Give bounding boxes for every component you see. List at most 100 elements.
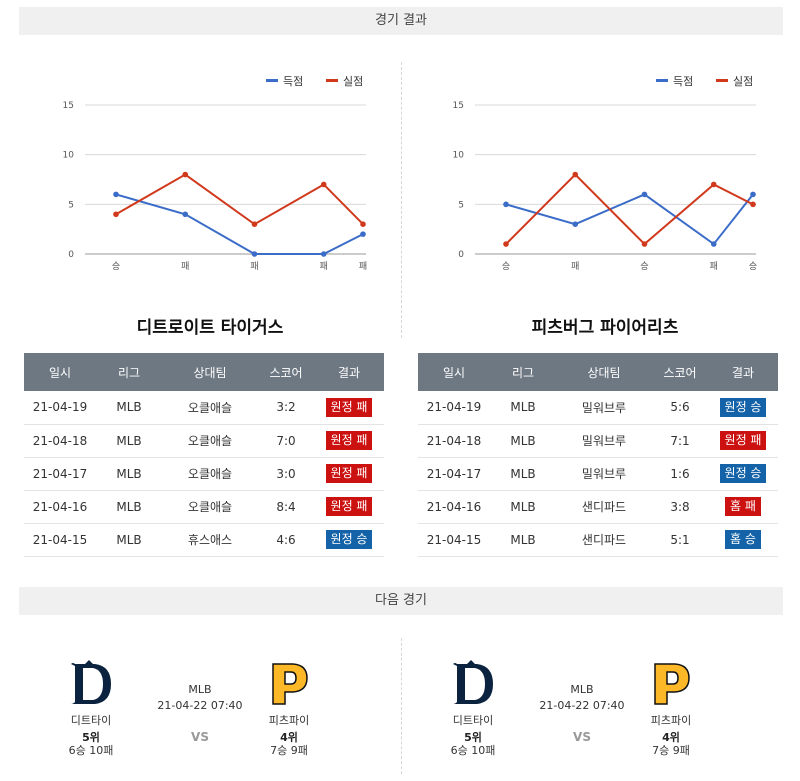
data-point bbox=[641, 191, 648, 198]
league-cell: MLB bbox=[490, 523, 556, 557]
data-point bbox=[182, 211, 189, 218]
game-league: MLB bbox=[570, 683, 594, 696]
table-row: 21-04-18 MLB 오클애슬 7:0 원정 패 bbox=[24, 424, 384, 458]
date-cell: 21-04-16 bbox=[418, 490, 490, 524]
col-result-header: 결과 bbox=[708, 353, 778, 391]
score-cell: 5:1 bbox=[652, 523, 708, 557]
data-point bbox=[503, 201, 509, 208]
table-row: 21-04-18 MLB 밀워브루 7:1 원정 패 bbox=[418, 424, 778, 458]
legend-swatch bbox=[326, 79, 338, 82]
data-point bbox=[113, 211, 119, 218]
away-team-rank: 4위 bbox=[280, 731, 298, 744]
result-badge: 홈 승 bbox=[725, 530, 761, 549]
score-cell: 3:2 bbox=[258, 391, 314, 425]
opponent-cell: 오클애슬 bbox=[162, 424, 258, 458]
legend-label: 득점 bbox=[673, 75, 693, 88]
section-divider bbox=[401, 62, 402, 338]
col-opponent-header: 상대팀 bbox=[556, 353, 652, 391]
result-badge: 원정 패 bbox=[325, 497, 373, 516]
score-cell: 7:1 bbox=[652, 424, 708, 458]
col-date-header: 일시 bbox=[24, 353, 96, 391]
score-cell: 1:6 bbox=[652, 457, 708, 491]
x-tick-label: 패 bbox=[710, 261, 718, 272]
col-score-header: 스코어 bbox=[258, 353, 314, 391]
date-cell: 21-04-17 bbox=[418, 457, 490, 491]
table-row: 21-04-16 MLB 오클애슬 8:4 원정 패 bbox=[24, 490, 384, 524]
result-badge: 홈 패 bbox=[725, 497, 761, 516]
league-cell: MLB bbox=[96, 391, 162, 425]
col-league-header: 리그 bbox=[96, 353, 162, 391]
result-cell: 원정 패 bbox=[314, 391, 384, 425]
opponent-cell: 밀워브루 bbox=[556, 424, 652, 458]
col-league-header: 리그 bbox=[490, 353, 556, 391]
home-team-name: 디트타이 bbox=[452, 714, 494, 727]
result-badge: 원정 승 bbox=[719, 464, 767, 483]
score-cell: 8:4 bbox=[258, 490, 314, 524]
data-point bbox=[320, 251, 327, 257]
x-tick-label: 패 bbox=[359, 261, 367, 272]
game-datetime: 21-04-22 07:40 bbox=[539, 699, 625, 712]
x-tick-label: 패 bbox=[250, 261, 258, 272]
series-line-scored bbox=[505, 193, 754, 246]
opponent-cell: 오클애슬 bbox=[162, 391, 258, 425]
legend-swatch bbox=[266, 79, 278, 82]
vs-label: VS bbox=[191, 730, 209, 744]
opponent-cell: 샌디파드 bbox=[556, 490, 652, 524]
detroit-logo-icon bbox=[447, 658, 499, 710]
data-point bbox=[641, 241, 648, 247]
result-badge: 원정 패 bbox=[719, 431, 767, 450]
league-cell: MLB bbox=[96, 424, 162, 458]
result-badge: 원정 패 bbox=[325, 397, 373, 417]
table-header-row: 일시 리그 상대팀 스코어 결과 bbox=[418, 353, 778, 391]
y-tick-label: 0 bbox=[458, 250, 464, 260]
y-tick-label: 10 bbox=[453, 151, 465, 161]
result-badge: 원정 승 bbox=[719, 397, 767, 417]
next-game-section-title: 다음 경기 bbox=[375, 593, 427, 608]
results-section-header: 경기 결과 bbox=[19, 7, 783, 35]
pittsburgh-logo-icon bbox=[263, 658, 315, 710]
home-team-rank: 5위 bbox=[82, 731, 100, 744]
x-tick-label: 패 bbox=[571, 261, 579, 272]
opponent-cell: 밀워브루 bbox=[556, 391, 652, 425]
date-cell: 21-04-15 bbox=[24, 523, 96, 557]
data-point bbox=[572, 221, 579, 227]
legend-swatch bbox=[716, 79, 728, 82]
result-cell: 원정 승 bbox=[708, 457, 778, 491]
legend-label: 득점 bbox=[283, 75, 303, 88]
result-badge: 원정 패 bbox=[325, 431, 373, 450]
data-point bbox=[360, 231, 366, 237]
x-tick-label: 승 bbox=[640, 261, 648, 272]
table-row: 21-04-17 MLB 밀워브루 1:6 원정 승 bbox=[418, 457, 778, 491]
data-point bbox=[113, 191, 119, 198]
detroit-line-chart: 0 5 10 15 승 패 패 패 패 득점 실점 bbox=[63, 75, 368, 272]
opponent-cell: 오클애슬 bbox=[162, 490, 258, 524]
next-game-section-header: 다음 경기 bbox=[19, 587, 783, 615]
col-result-header: 결과 bbox=[314, 353, 384, 391]
legend-swatch bbox=[656, 79, 668, 82]
result-cell: 원정 승 bbox=[708, 391, 778, 425]
away-team-rank: 4위 bbox=[662, 731, 680, 744]
score-cell: 5:6 bbox=[652, 391, 708, 425]
date-cell: 21-04-19 bbox=[24, 391, 96, 425]
pittsburgh-line-chart: 0 5 10 15 승 패 승 패 승 득점 실점 bbox=[453, 75, 758, 272]
date-cell: 21-04-16 bbox=[24, 490, 96, 524]
opponent-cell: 샌디파드 bbox=[556, 523, 652, 557]
next-game-card: 디트타이 5위 6승 10패 MLB 21-04-22 07:40 VS 피츠파… bbox=[30, 650, 370, 775]
league-cell: MLB bbox=[96, 490, 162, 524]
table-row: 21-04-15 MLB 샌디파드 5:1 홈 승 bbox=[418, 523, 778, 557]
game-datetime: 21-04-22 07:40 bbox=[157, 699, 243, 712]
score-cell: 3:8 bbox=[652, 490, 708, 524]
opponent-cell: 오클애슬 bbox=[162, 457, 258, 491]
legend-label: 실점 bbox=[733, 75, 753, 88]
data-point bbox=[503, 241, 509, 247]
result-badge: 원정 패 bbox=[325, 464, 373, 483]
data-point bbox=[750, 191, 756, 198]
next-game-card: 디트타이 5위 6승 10패 MLB 21-04-22 07:40 VS 피츠파… bbox=[412, 650, 752, 775]
result-cell: 원정 패 bbox=[314, 457, 384, 491]
date-cell: 21-04-17 bbox=[24, 457, 96, 491]
data-point bbox=[710, 181, 717, 188]
table-row: 21-04-17 MLB 오클애슬 3:0 원정 패 bbox=[24, 457, 384, 491]
league-cell: MLB bbox=[96, 457, 162, 491]
